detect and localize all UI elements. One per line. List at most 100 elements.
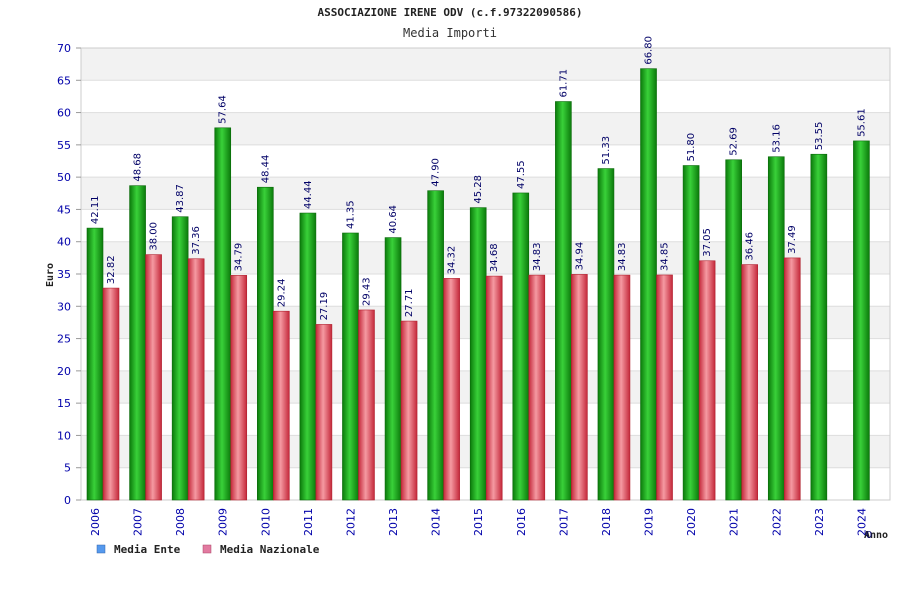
bar-media-ente-2011 bbox=[299, 212, 317, 501]
y-tick-label: 60 bbox=[57, 107, 71, 120]
y-tick-label: 15 bbox=[57, 397, 71, 410]
bar-media-ente-2015 bbox=[469, 207, 487, 501]
x-tick-label-2022: 2022 bbox=[770, 508, 783, 536]
data-label-media-nazionale-2006: 32.82 bbox=[106, 255, 117, 284]
data-label-media-nazionale-2010: 29.24 bbox=[276, 279, 287, 308]
y-tick-label: 10 bbox=[57, 429, 71, 442]
bar-media-nazionale-2021 bbox=[741, 264, 758, 501]
data-label-media-ente-2008: 43.87 bbox=[175, 184, 186, 213]
data-label-media-ente-2015: 45.28 bbox=[473, 175, 484, 204]
bar-media-nazionale-2012 bbox=[358, 309, 375, 501]
data-label-media-ente-2013: 40.64 bbox=[388, 205, 399, 234]
data-label-media-ente-2019: 66.80 bbox=[644, 36, 655, 65]
x-tick-label-2021: 2021 bbox=[728, 508, 741, 536]
grid-band bbox=[81, 80, 890, 113]
data-label-media-nazionale-2019: 34.85 bbox=[660, 242, 671, 271]
legend-swatch-media-ente bbox=[96, 544, 106, 554]
data-label-media-ente-2023: 53.55 bbox=[814, 122, 825, 151]
bar-media-nazionale-2015 bbox=[485, 275, 503, 501]
y-tick-label: 5 bbox=[64, 462, 71, 475]
data-label-media-ente-2006: 42.11 bbox=[90, 195, 101, 224]
y-tick-label: 70 bbox=[57, 42, 71, 55]
data-label-media-ente-2024: 55.61 bbox=[856, 108, 867, 137]
chart-title: ASSOCIAZIONE IRENE ODV (c.f.97322090586) bbox=[318, 6, 583, 19]
bar-media-ente-2013 bbox=[384, 237, 402, 501]
data-label-media-nazionale-2013: 27.71 bbox=[404, 288, 415, 317]
y-tick-label: 55 bbox=[57, 139, 71, 152]
y-tick-label: 35 bbox=[57, 268, 71, 281]
legend-label-media-nazionale: Media Nazionale bbox=[220, 543, 320, 556]
x-tick-label-2016: 2016 bbox=[515, 508, 528, 536]
y-tick-label: 40 bbox=[57, 236, 71, 249]
data-label-media-ente-2007: 48.68 bbox=[133, 153, 144, 182]
x-tick-label-2017: 2017 bbox=[557, 508, 570, 536]
bar-media-ente-2014 bbox=[427, 190, 444, 501]
x-tick-label-2023: 2023 bbox=[813, 508, 826, 536]
y-tick-label: 20 bbox=[57, 365, 71, 378]
extra-zero-label: 0 bbox=[866, 530, 872, 541]
bar-media-ente-2012 bbox=[342, 232, 359, 501]
bar-media-nazionale-2008 bbox=[187, 258, 205, 501]
data-label-media-ente-2017: 61.71 bbox=[558, 69, 569, 98]
bar-media-ente-2010 bbox=[257, 186, 274, 501]
data-label-media-nazionale-2017: 34.94 bbox=[574, 242, 585, 271]
bar-media-ente-2009 bbox=[214, 127, 232, 501]
bar-media-nazionale-2007 bbox=[145, 254, 162, 501]
bar-media-nazionale-2017 bbox=[571, 274, 588, 501]
y-tick-label: 45 bbox=[57, 203, 71, 216]
y-tick-label: 65 bbox=[57, 74, 71, 87]
bar-media-nazionale-2014 bbox=[443, 278, 460, 501]
y-axis-label: Euro bbox=[45, 263, 56, 287]
bar-media-nazionale-2009 bbox=[230, 275, 248, 501]
bar-media-ente-2022 bbox=[767, 156, 785, 501]
x-tick-label-2012: 2012 bbox=[344, 508, 357, 536]
chart-subtitle: Media Importi bbox=[403, 26, 497, 40]
legend-label-media-ente: Media Ente bbox=[114, 543, 181, 556]
data-label-media-nazionale-2016: 34.83 bbox=[532, 242, 543, 271]
bar-media-nazionale-2018 bbox=[613, 274, 631, 501]
bar-media-nazionale-2019 bbox=[656, 274, 673, 501]
bar-media-nazionale-2013 bbox=[400, 320, 418, 501]
x-axis-label: Anno bbox=[864, 530, 888, 541]
data-label-media-ente-2009: 57.64 bbox=[218, 95, 229, 124]
data-label-media-nazionale-2018: 34.83 bbox=[617, 242, 628, 271]
y-axis-ticks: 0 5 10 15 20 25 30 35 40 45 50 55 60 65 70 bbox=[57, 42, 81, 507]
data-label-media-ente-2014: 47.90 bbox=[431, 158, 442, 187]
data-label-media-nazionale-2007: 38.00 bbox=[149, 222, 160, 251]
bar-media-nazionale-2011 bbox=[315, 324, 333, 501]
bar-media-ente-2018 bbox=[597, 168, 615, 501]
bar-media-ente-2021 bbox=[725, 159, 742, 501]
data-label-media-nazionale-2008: 37.36 bbox=[191, 226, 202, 255]
bar-media-ente-2007 bbox=[129, 185, 146, 501]
x-tick-label-2015: 2015 bbox=[472, 508, 485, 536]
bar-media-nazionale-2010 bbox=[273, 310, 290, 501]
bar-media-ente-2019 bbox=[640, 68, 657, 501]
data-label-media-ente-2016: 47.55 bbox=[516, 160, 527, 189]
bar-media-ente-2006 bbox=[86, 227, 104, 501]
legend-swatch-media-nazionale bbox=[202, 544, 212, 554]
x-tick-label-2009: 2009 bbox=[217, 508, 230, 536]
grid-band bbox=[81, 112, 890, 145]
x-tick-label-2014: 2014 bbox=[430, 508, 443, 536]
data-label-media-ente-2012: 41.35 bbox=[345, 200, 356, 229]
x-tick-label-2007: 2007 bbox=[132, 508, 145, 536]
bar-media-ente-2020 bbox=[682, 165, 700, 501]
x-tick-label-2013: 2013 bbox=[387, 508, 400, 536]
bar-media-ente-2008 bbox=[171, 216, 189, 501]
data-label-media-nazionale-2012: 29.43 bbox=[361, 277, 372, 306]
data-label-media-nazionale-2021: 36.46 bbox=[745, 232, 756, 261]
bar-media-ente-2016 bbox=[512, 192, 530, 501]
x-tick-label-2019: 2019 bbox=[643, 508, 656, 536]
x-tick-label-2010: 2010 bbox=[259, 508, 272, 536]
bar-media-ente-2024 bbox=[853, 140, 870, 501]
y-tick-label: 0 bbox=[64, 494, 71, 507]
bar-media-nazionale-2006 bbox=[102, 287, 120, 501]
bar-media-ente-2023 bbox=[810, 153, 828, 501]
data-label-media-nazionale-2014: 34.32 bbox=[447, 246, 458, 275]
bar-media-nazionale-2020 bbox=[698, 260, 716, 501]
data-label-media-ente-2020: 51.80 bbox=[686, 133, 697, 162]
grid-band bbox=[81, 48, 890, 81]
bar-media-nazionale-2016 bbox=[528, 274, 546, 501]
data-label-media-nazionale-2009: 34.79 bbox=[234, 243, 245, 272]
